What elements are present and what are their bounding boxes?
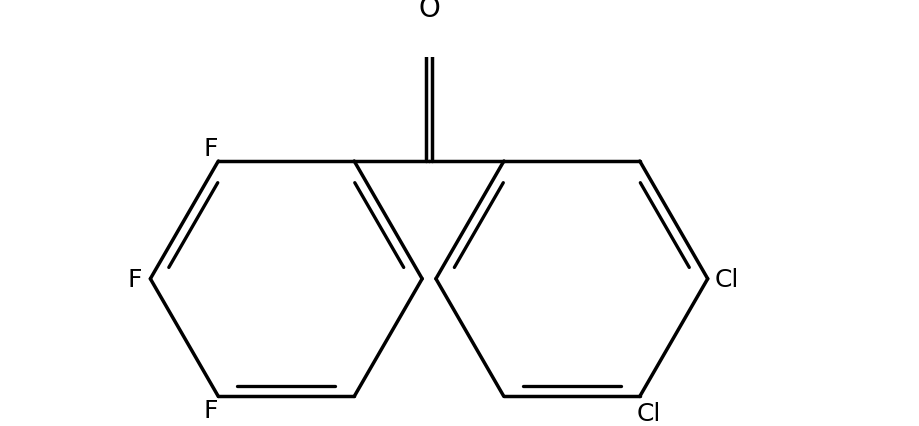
Text: F: F xyxy=(128,267,142,291)
Text: F: F xyxy=(203,398,218,422)
Text: O: O xyxy=(418,0,439,23)
Text: Cl: Cl xyxy=(636,401,661,425)
Text: Cl: Cl xyxy=(714,267,738,291)
Text: F: F xyxy=(203,136,218,160)
